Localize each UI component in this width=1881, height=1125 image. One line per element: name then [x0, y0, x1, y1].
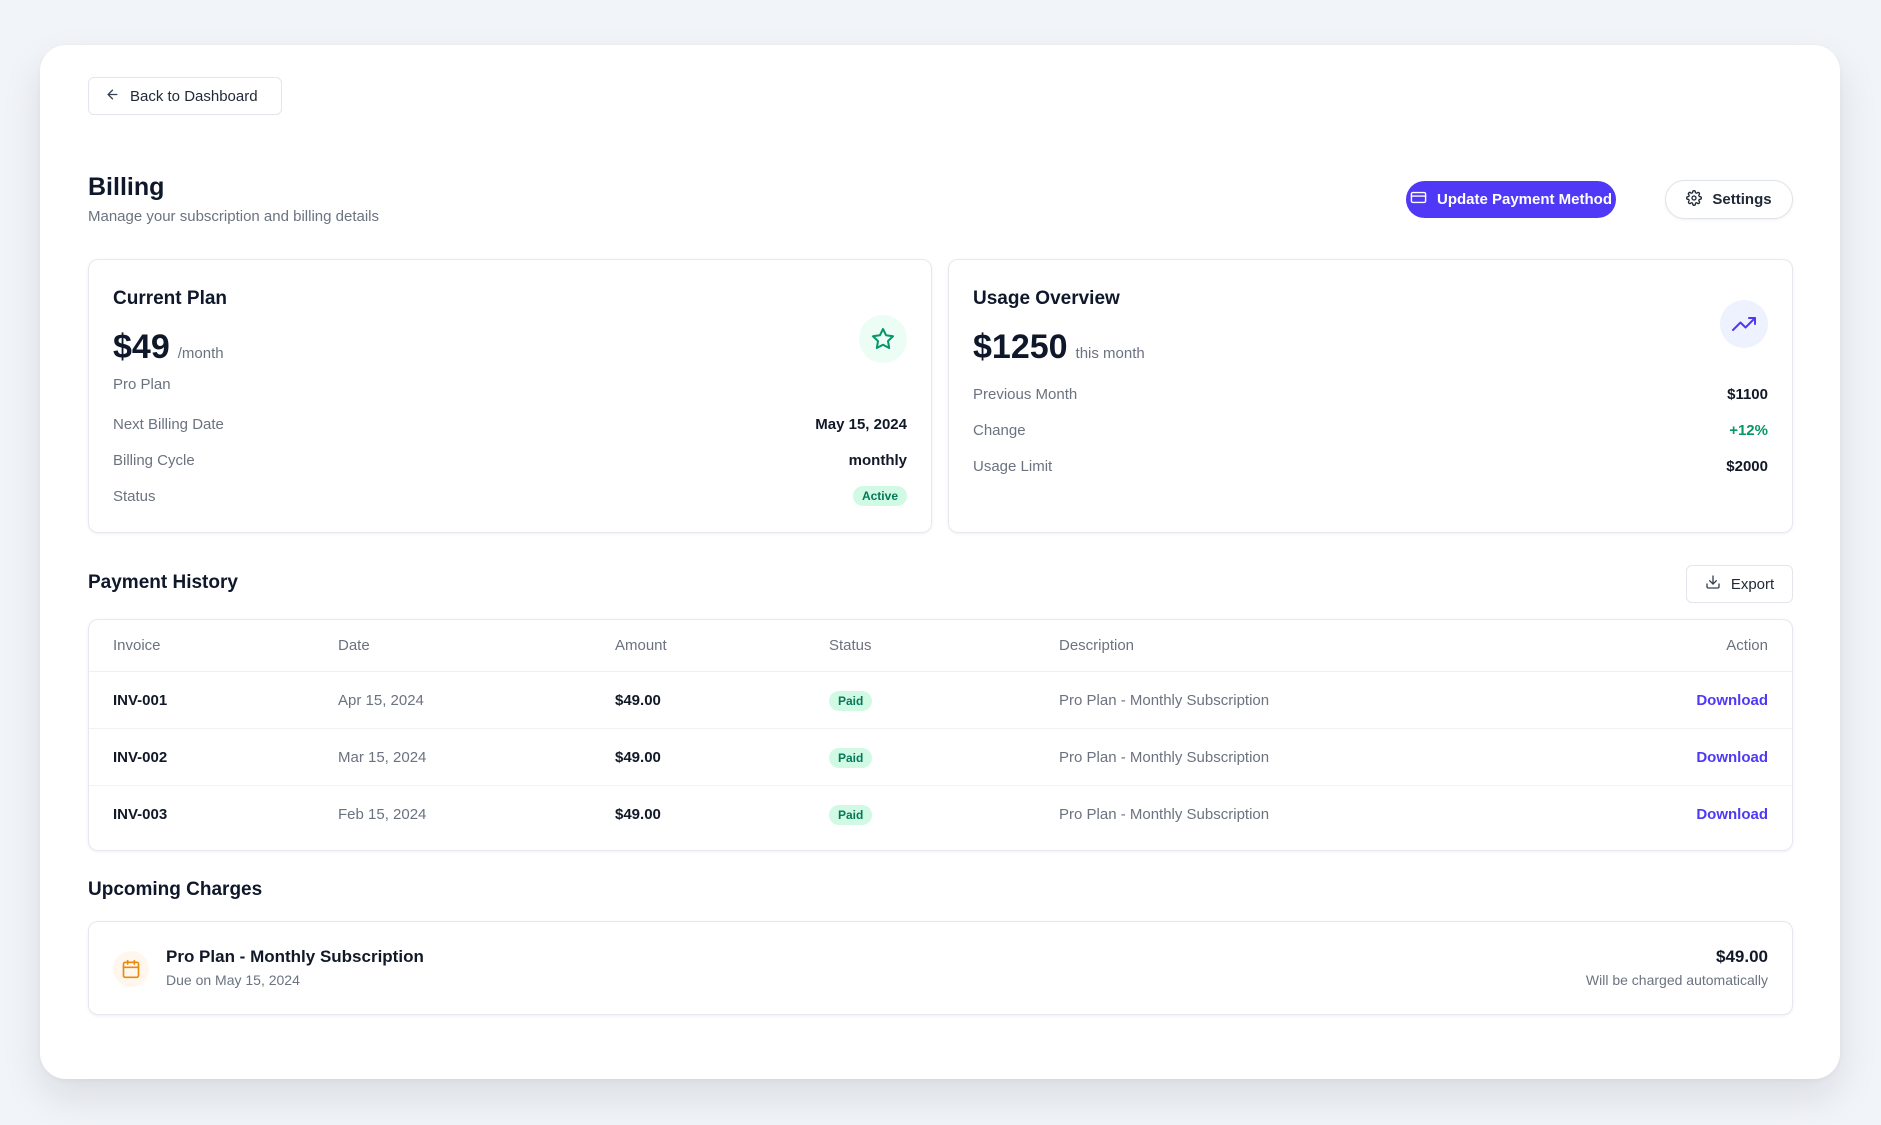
usage-amount-unit: this month: [1075, 345, 1145, 362]
invoice-status: Paid: [829, 747, 873, 768]
back-to-dashboard-button[interactable]: Back to Dashboard: [88, 77, 282, 115]
upcoming-charge-card: Pro Plan - Monthly Subscription Due on M…: [88, 921, 1793, 1015]
usage-limit-row: Usage Limit $2000: [973, 455, 1768, 477]
row-value: May 15, 2024: [815, 415, 907, 433]
page-title: Billing: [88, 173, 165, 201]
plan-price-unit: /month: [177, 345, 224, 362]
plan-price: $49 /month: [113, 328, 224, 367]
upcoming-note: Will be charged automatically: [1585, 972, 1768, 988]
row-label: Billing Cycle: [113, 451, 195, 469]
change-row: Change +12%: [973, 419, 1768, 441]
star-icon: [859, 315, 907, 363]
column-header: Amount: [615, 637, 667, 654]
usage-amount: $1250 this month: [973, 328, 1145, 367]
table-row: INV-001 Apr 15, 2024 $49.00 Paid Pro Pla…: [89, 672, 1792, 729]
row-value: +12%: [1729, 421, 1768, 439]
invoice-amount: $49.00: [615, 806, 661, 823]
payment-history-title: Payment History: [88, 572, 238, 593]
payment-history-table: Invoice Date Amount Status Description A…: [88, 619, 1793, 851]
invoice-id: INV-001: [113, 691, 168, 709]
invoice-description: Pro Plan - Monthly Subscription: [1059, 806, 1270, 823]
invoice-amount: $49.00: [615, 691, 661, 709]
status-badge: Paid: [829, 805, 873, 825]
invoice-status: Paid: [829, 690, 873, 711]
download-icon: [1705, 574, 1721, 594]
status-badge: Paid: [829, 747, 873, 768]
usage-overview-title: Usage Overview: [973, 288, 1120, 309]
settings-label: Settings: [1712, 191, 1772, 208]
row-value: $1100: [1727, 385, 1768, 403]
trending-up-icon: [1720, 300, 1768, 348]
plan-price-amount: $49: [113, 328, 170, 366]
update-payment-method-button[interactable]: Update Payment Method: [1406, 181, 1616, 218]
plan-name: Pro Plan: [113, 376, 171, 393]
download-link[interactable]: Download: [1696, 748, 1768, 766]
row-label: Status: [113, 487, 156, 505]
invoice-date: Feb 15, 2024: [338, 806, 427, 823]
row-label: Change: [973, 421, 1026, 439]
invoice-date: Apr 15, 2024: [338, 691, 424, 709]
billing-cycle-row: Billing Cycle monthly: [113, 449, 907, 471]
table-row: INV-002 Mar 15, 2024 $49.00 Paid Pro Pla…: [89, 729, 1792, 786]
download-link[interactable]: Download: [1696, 691, 1768, 709]
row-label: Next Billing Date: [113, 415, 224, 433]
invoice-description: Pro Plan - Monthly Subscription: [1059, 691, 1270, 709]
invoice-status: Paid: [829, 805, 873, 825]
upcoming-charges-title: Upcoming Charges: [88, 879, 263, 900]
table-row: INV-003 Feb 15, 2024 $49.00 Paid Pro Pla…: [89, 786, 1792, 843]
column-header: Action: [1726, 637, 1768, 654]
previous-month-row: Previous Month $1100: [973, 383, 1768, 405]
column-header: Status: [829, 637, 872, 654]
row-value: $2000: [1726, 457, 1768, 475]
row-value: monthly: [848, 451, 907, 469]
invoice-id: INV-002: [113, 748, 168, 766]
invoice-id: INV-003: [113, 806, 168, 823]
calendar-icon: [113, 951, 149, 987]
billing-panel: Back to Dashboard Billing Manage your su…: [40, 45, 1840, 1079]
credit-card-icon: [1410, 189, 1427, 210]
current-plan-card: Current Plan $49 /month Pro Plan Next Bi…: [88, 259, 932, 533]
usage-amount-value: $1250: [973, 328, 1068, 366]
download-link[interactable]: Download: [1696, 806, 1768, 823]
status-row: Status Active: [113, 485, 907, 507]
page-subtitle: Manage your subscription and billing det…: [88, 208, 380, 225]
column-header: Invoice: [113, 637, 161, 654]
upcoming-amount: $49.00: [1716, 947, 1768, 966]
upcoming-item-title: Pro Plan - Monthly Subscription: [166, 947, 424, 966]
upcoming-due-date: Due on May 15, 2024: [166, 972, 300, 988]
export-label: Export: [1730, 575, 1775, 593]
invoice-description: Pro Plan - Monthly Subscription: [1059, 748, 1270, 766]
settings-button[interactable]: Settings: [1665, 180, 1793, 219]
gear-icon: [1686, 189, 1703, 210]
invoice-amount: $49.00: [615, 748, 661, 766]
arrow-left-icon: [105, 87, 120, 106]
status-badge: Paid: [829, 690, 873, 711]
invoice-date: Mar 15, 2024: [338, 748, 427, 766]
current-plan-title: Current Plan: [113, 288, 228, 309]
table-header: Invoice Date Amount Status Description A…: [89, 620, 1792, 672]
column-header: Description: [1059, 637, 1135, 654]
export-button[interactable]: Export: [1686, 565, 1793, 603]
usage-overview-card: Usage Overview $1250 this month Previous…: [948, 259, 1793, 533]
column-header: Date: [338, 637, 370, 654]
row-label: Usage Limit: [973, 457, 1053, 475]
status-badge: Active: [852, 486, 907, 506]
update-payment-label: Update Payment Method: [1436, 191, 1613, 208]
row-label: Previous Month: [973, 385, 1078, 403]
back-label: Back to Dashboard: [130, 87, 258, 105]
next-billing-date-row: Next Billing Date May 15, 2024: [113, 413, 907, 435]
